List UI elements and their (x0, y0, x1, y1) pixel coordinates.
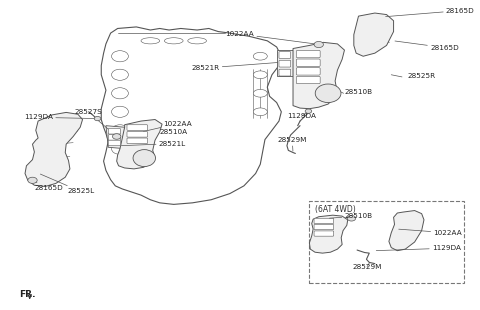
Text: 28510A: 28510A (160, 129, 188, 135)
FancyBboxPatch shape (296, 68, 320, 75)
Polygon shape (354, 13, 394, 56)
Circle shape (111, 69, 128, 80)
Polygon shape (293, 42, 345, 109)
Ellipse shape (133, 150, 156, 166)
Ellipse shape (253, 52, 267, 60)
FancyBboxPatch shape (296, 76, 320, 84)
Ellipse shape (164, 38, 183, 44)
Ellipse shape (253, 71, 267, 79)
FancyBboxPatch shape (279, 69, 291, 76)
Text: 1022AA: 1022AA (144, 121, 192, 131)
Circle shape (112, 134, 121, 139)
Circle shape (111, 125, 128, 136)
Text: 28521R: 28521R (192, 63, 277, 71)
Text: 1129DA: 1129DA (376, 245, 461, 251)
Text: 28165D: 28165D (34, 181, 63, 191)
Text: 28165D: 28165D (395, 41, 459, 51)
Text: 28525R: 28525R (408, 73, 436, 79)
FancyBboxPatch shape (108, 128, 120, 134)
Polygon shape (25, 113, 83, 187)
Text: 1022AA: 1022AA (226, 31, 318, 44)
Circle shape (111, 143, 128, 154)
FancyBboxPatch shape (296, 51, 320, 58)
Circle shape (28, 177, 37, 184)
FancyBboxPatch shape (279, 60, 291, 67)
Polygon shape (117, 120, 162, 169)
Text: 28527S: 28527S (75, 109, 116, 135)
FancyBboxPatch shape (127, 138, 147, 144)
Circle shape (111, 106, 128, 117)
FancyBboxPatch shape (108, 135, 120, 140)
Bar (310, 201, 464, 283)
Text: 1129DA: 1129DA (24, 114, 96, 120)
Text: FR.: FR. (19, 290, 36, 299)
Polygon shape (310, 215, 348, 253)
Circle shape (347, 215, 356, 221)
Text: 28521L: 28521L (121, 140, 186, 147)
Circle shape (94, 117, 101, 121)
FancyBboxPatch shape (314, 224, 334, 230)
FancyBboxPatch shape (296, 59, 320, 66)
Polygon shape (389, 210, 424, 251)
FancyBboxPatch shape (108, 140, 120, 146)
Polygon shape (106, 126, 127, 149)
Text: 28529M: 28529M (277, 137, 307, 151)
Polygon shape (101, 27, 281, 204)
Ellipse shape (315, 84, 341, 103)
Ellipse shape (253, 89, 267, 97)
Circle shape (111, 88, 128, 99)
Ellipse shape (141, 38, 160, 44)
Ellipse shape (253, 108, 267, 116)
Text: (6AT 4WD): (6AT 4WD) (315, 205, 356, 214)
Text: 28165D: 28165D (385, 7, 475, 17)
Circle shape (305, 109, 312, 113)
Ellipse shape (188, 38, 206, 44)
FancyBboxPatch shape (127, 131, 147, 137)
FancyBboxPatch shape (279, 52, 291, 58)
Text: 28525L: 28525L (40, 174, 94, 194)
FancyBboxPatch shape (127, 125, 147, 130)
Text: 28510B: 28510B (329, 213, 372, 219)
Circle shape (111, 51, 128, 62)
Text: 28510B: 28510B (345, 89, 372, 95)
FancyBboxPatch shape (314, 231, 334, 236)
Text: 1022AA: 1022AA (399, 229, 462, 236)
Circle shape (314, 42, 324, 48)
Text: 28529M: 28529M (352, 263, 382, 270)
FancyBboxPatch shape (314, 218, 334, 224)
Polygon shape (276, 50, 293, 76)
Text: 1129DA: 1129DA (287, 112, 316, 119)
